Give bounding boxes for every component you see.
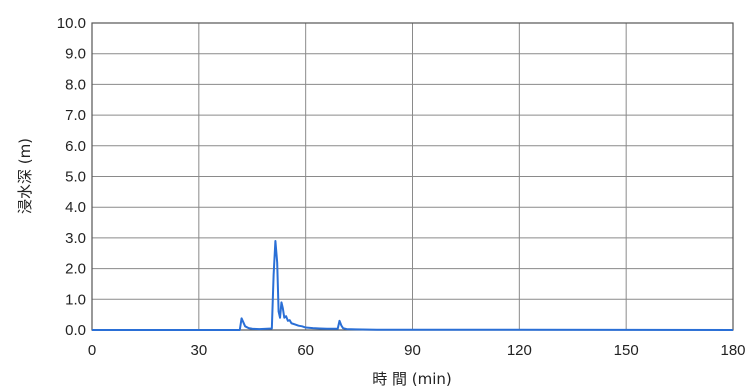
x-tick-label: 120 bbox=[507, 342, 532, 359]
y-tick-label: 3.0 bbox=[65, 230, 86, 247]
y-tick-label: 1.0 bbox=[65, 291, 86, 308]
y-tick-label: 2.0 bbox=[65, 261, 86, 278]
x-axis-label: 時 間 (min) bbox=[372, 370, 452, 387]
x-tick-label: 0 bbox=[88, 342, 96, 359]
y-tick-label: 10.0 bbox=[57, 15, 86, 32]
y-tick-label: 6.0 bbox=[65, 138, 86, 155]
x-tick-labels: 0 30 60 90 120 150 180 bbox=[88, 342, 746, 359]
y-tick-label: 9.0 bbox=[65, 46, 86, 63]
y-axis-label: 浸水深 (m) bbox=[16, 138, 34, 214]
y-tick-label: 4.0 bbox=[65, 199, 86, 216]
x-tick-label: 180 bbox=[720, 342, 745, 359]
y-tick-label: 5.0 bbox=[65, 169, 86, 186]
y-tick-label: 8.0 bbox=[65, 76, 86, 93]
series-layer bbox=[92, 239, 734, 331]
x-tick-label: 60 bbox=[297, 342, 314, 359]
x-tick-label: 30 bbox=[190, 342, 207, 359]
grid-lines bbox=[91, 22, 734, 331]
y-tick-labels: 0.0 1.0 2.0 3.0 4.0 5.0 6.0 7.0 8.0 9.0 10.0 bbox=[57, 15, 86, 339]
y-tick-label: 0.0 bbox=[65, 322, 86, 339]
x-tick-label: 90 bbox=[404, 342, 421, 359]
x-tick-label: 150 bbox=[614, 342, 639, 359]
y-tick-label: 7.0 bbox=[65, 107, 86, 124]
water-depth-series-line bbox=[92, 239, 734, 331]
